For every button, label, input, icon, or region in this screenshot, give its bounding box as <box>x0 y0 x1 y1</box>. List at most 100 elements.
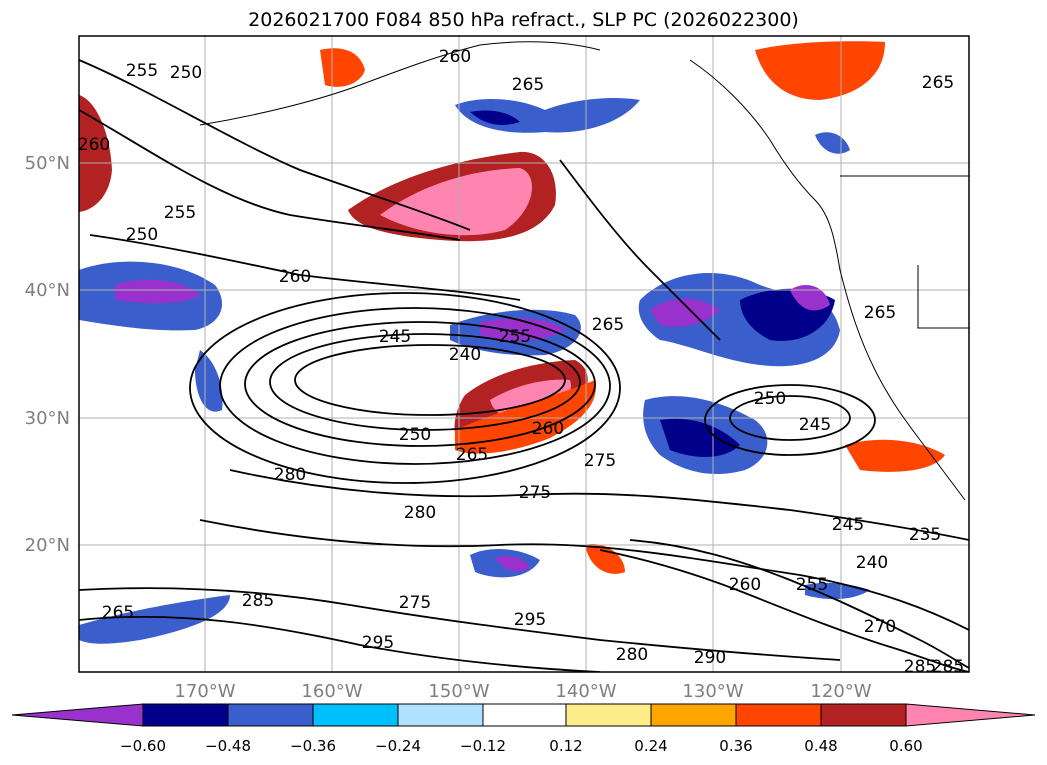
contour-label: 265 <box>512 75 544 95</box>
contour-label: 250 <box>126 225 158 245</box>
shade-region-10 <box>585 544 625 574</box>
contour-label: 250 <box>170 63 202 83</box>
lon-label: 160°W <box>301 681 362 702</box>
colorbar-swatch <box>312 703 399 727</box>
graticule <box>79 36 969 672</box>
slp-contour-south-2 <box>79 615 601 672</box>
contour-label: 265 <box>864 303 896 323</box>
slp-contour-north-3 <box>89 234 521 301</box>
colorbar-swatch <box>397 703 484 727</box>
contour-label: 275 <box>399 593 431 613</box>
shade-region-14 <box>650 298 720 327</box>
contour-label: 265 <box>456 445 488 465</box>
shade-region-20 <box>480 318 565 342</box>
coastlines <box>199 41 969 501</box>
shade-region-18 <box>660 418 740 457</box>
colorbar-tick-label: −0.12 <box>460 737 506 755</box>
slp-contour-north-1 <box>79 59 471 231</box>
contour-labels: 255 250 260 265 265 260 255 250 260 245 … <box>78 47 964 677</box>
colorbar-tick-label: −0.24 <box>375 737 421 755</box>
contour-label: 255 <box>164 203 196 223</box>
colorbar-tick-label: −0.60 <box>120 737 166 755</box>
contour-label: 260 <box>279 267 311 287</box>
slp-contour-northeast <box>559 159 721 341</box>
colorbar-ticks: −0.60 −0.48 −0.36 −0.24 −0.12 0.12 0.24 … <box>120 737 923 755</box>
contour-label: 240 <box>449 345 481 365</box>
contour-label: 260 <box>439 47 471 67</box>
lon-label: 140°W <box>555 681 616 702</box>
slp-contour-low-ring-4 <box>219 307 611 465</box>
contour-label: 250 <box>399 425 431 445</box>
contour-label: 255 <box>796 575 828 595</box>
latitude-labels: 50°N 40°N 30°N 20°N <box>25 153 70 556</box>
contour-label: 290 <box>694 648 726 668</box>
colorbar-swatch <box>650 703 737 727</box>
shade-region-22 <box>470 110 520 125</box>
lon-label: 120°W <box>810 681 871 702</box>
slp-contour-south-1 <box>79 587 841 661</box>
contour-label: 240 <box>856 553 888 573</box>
lon-label: 130°W <box>682 681 743 702</box>
map-frame <box>78 35 970 673</box>
shade-region-2 <box>380 168 532 236</box>
colorbar-tick-label: −0.48 <box>205 737 251 755</box>
slp-contour-low-ring-3 <box>244 321 596 447</box>
shade-region-26 <box>79 595 230 644</box>
contour-label: 280 <box>404 503 436 523</box>
lat-label: 30°N <box>25 408 70 429</box>
colorbar-swatch <box>482 703 567 727</box>
contour-label: 280 <box>274 465 306 485</box>
contour-label: 265 <box>592 315 624 335</box>
contour-label: 270 <box>864 617 896 637</box>
slp-contour-low-center <box>294 344 566 416</box>
map-plot-area <box>79 36 969 672</box>
shade-region-5 <box>455 380 596 454</box>
colorbar-swatch <box>142 703 229 727</box>
colorbar-swatch <box>565 703 652 727</box>
colorbar-swatch <box>735 703 822 727</box>
coastline-alaska <box>199 41 601 126</box>
coastline-us-west <box>839 269 966 501</box>
shade-region-8 <box>755 41 885 100</box>
coastline-bc <box>689 59 841 271</box>
shade-region-6 <box>79 95 112 212</box>
shade-region-9 <box>320 48 365 87</box>
slp-contour-low2-center <box>729 395 851 441</box>
negative-anomaly-regions <box>79 98 870 644</box>
contour-label: 255 <box>499 327 531 347</box>
map-title: 2026021700 F084 850 hPa refract., SLP PC… <box>248 9 799 31</box>
slp-contour-mid-2 <box>199 519 969 631</box>
colorbar-swatch <box>820 703 907 727</box>
contour-label: 245 <box>799 415 831 435</box>
contour-label: 285 <box>932 657 964 677</box>
slp-contour-east-1 <box>599 549 969 672</box>
contour-label: 250 <box>754 389 786 409</box>
contour-label: 260 <box>532 419 564 439</box>
lat-label: 50°N <box>25 153 70 174</box>
shade-region-16 <box>790 285 830 311</box>
colorbar-tick-label: 0.36 <box>719 737 752 755</box>
contour-label: 285 <box>904 657 936 677</box>
shade-region-12 <box>115 279 200 304</box>
colorbar-tick-label: 0.24 <box>634 737 667 755</box>
contour-label: 295 <box>362 633 394 653</box>
lon-label: 170°W <box>174 681 235 702</box>
longitude-labels: 170°W 160°W 150°W 140°W 130°W 120°W <box>174 681 871 702</box>
contour-label: 260 <box>729 575 761 595</box>
slp-contour-mid-1 <box>229 469 969 541</box>
contour-label: 265 <box>922 73 954 93</box>
slp-contour-low-ring-2 <box>269 333 581 431</box>
contour-label: 275 <box>519 483 551 503</box>
contour-label: 285 <box>242 591 274 611</box>
contour-label: 245 <box>832 515 864 535</box>
slp-contours <box>79 59 969 672</box>
slp-contour-east-2 <box>629 539 969 669</box>
state-border <box>917 265 969 329</box>
contour-label: 245 <box>379 327 411 347</box>
colorbar-tick-label: 0.48 <box>804 737 837 755</box>
colorbar-swatch <box>227 703 314 727</box>
slp-contour-low2-ring <box>704 384 876 456</box>
colorbar-tick-label: 0.60 <box>889 737 922 755</box>
colorbar <box>11 703 1036 727</box>
lat-label: 20°N <box>25 535 70 556</box>
